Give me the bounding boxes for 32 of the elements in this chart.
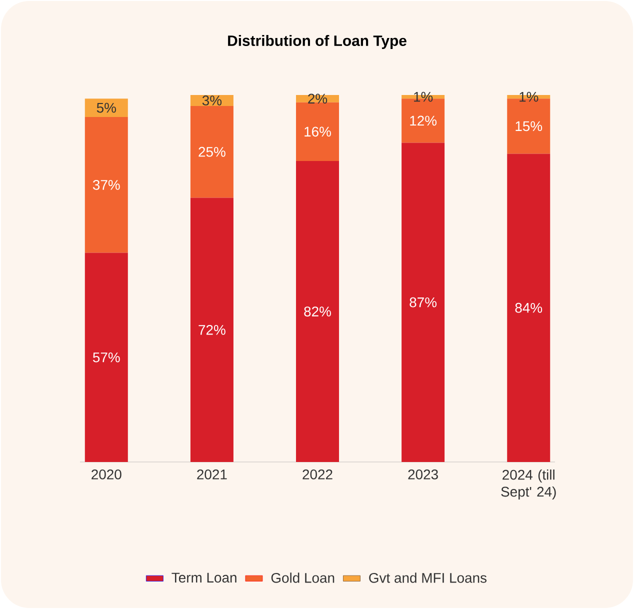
bar	[84, 98, 128, 118]
bar	[296, 94, 340, 102]
bar	[84, 252, 128, 462]
x-tick-label: 2021	[197, 469, 227, 480]
data-label: 5%	[96, 102, 116, 113]
x-tick-label: 2020	[92, 469, 122, 480]
data-label: 82%	[304, 306, 331, 316]
chart-title: Distribution of Loan Type	[228, 35, 406, 49]
bar	[84, 117, 128, 253]
legend-label: Term Loan	[172, 572, 236, 583]
data-label: 15%	[516, 121, 542, 132]
data-label: 84%	[515, 302, 542, 313]
data-label: 37%	[92, 180, 120, 190]
x-tick-label: 2024 (till Sept' 24)	[501, 470, 556, 500]
x-tick-label: 2023	[408, 469, 438, 480]
data-label: 25%	[198, 146, 226, 157]
bar	[507, 154, 550, 462]
legend-label: Gvt and MFI Loans	[369, 572, 487, 583]
data-label: 72%	[198, 324, 226, 335]
x-tick-label: 2022	[302, 469, 332, 480]
data-label: 2%	[308, 94, 328, 104]
bar	[402, 142, 445, 462]
bar	[190, 106, 234, 198]
data-label: 87%	[410, 297, 437, 308]
data-label: 3%	[202, 96, 222, 106]
legend-label: Gold Loan	[271, 572, 334, 583]
bar	[190, 198, 234, 462]
bar	[296, 102, 340, 162]
bar	[296, 161, 340, 462]
data-label: 16%	[304, 126, 331, 137]
data-label: 12%	[410, 116, 437, 126]
data-label: 57%	[93, 352, 120, 362]
